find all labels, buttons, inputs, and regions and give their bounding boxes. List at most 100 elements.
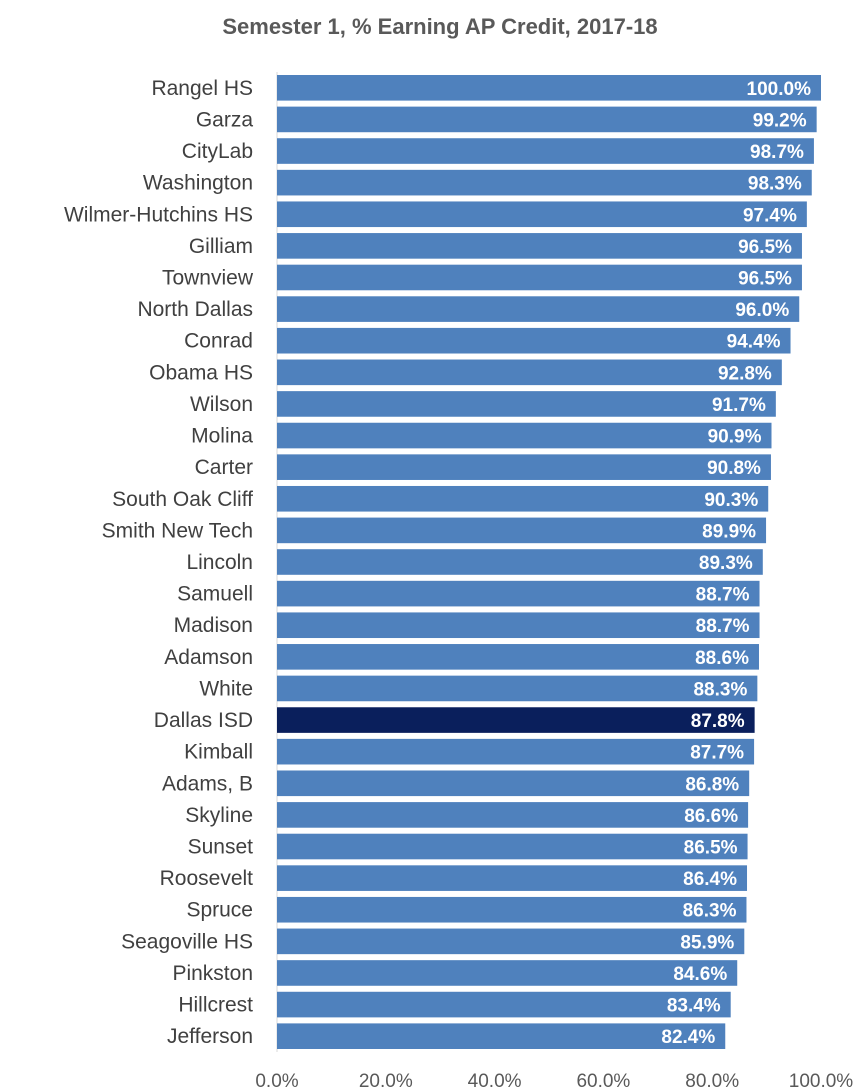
data-label: 98.3% — [748, 174, 802, 195]
bar — [277, 738, 755, 765]
category-label: Jefferson — [167, 1025, 253, 1048]
data-label: 82.4% — [661, 1027, 715, 1048]
data-label: 88.3% — [693, 679, 747, 700]
category-label: North Dallas — [137, 298, 253, 321]
category-label: Dallas ISD — [154, 709, 253, 732]
category-label: Washington — [143, 172, 253, 195]
category-label: Adams, B — [162, 772, 253, 795]
data-label: 88.7% — [696, 585, 750, 606]
x-tick-label: 40.0% — [468, 1071, 522, 1090]
category-label: Samuell — [177, 583, 253, 606]
category-label: Garza — [196, 108, 254, 131]
data-label: 86.4% — [683, 869, 737, 890]
category-label: Obama HS — [149, 361, 253, 384]
data-label: 89.9% — [702, 521, 756, 542]
bar — [277, 359, 782, 386]
bar — [277, 296, 800, 322]
bars-group — [277, 75, 821, 1049]
category-label: South Oak Cliff — [112, 488, 253, 511]
chart-title: Semester 1, % Earning AP Credit, 2017-18 — [222, 14, 657, 39]
category-labels-group: Rangel HS Garza CityLab Washington Wilmer-Hu… — [64, 77, 254, 1048]
category-label: Adamson — [164, 646, 253, 669]
category-label: Rangel HS — [151, 77, 253, 100]
x-tick-label: 0.0% — [255, 1071, 298, 1090]
category-label: Smith New Tech — [102, 519, 253, 542]
bar — [277, 106, 817, 133]
bar — [277, 1023, 726, 1049]
data-label: 85.9% — [680, 932, 734, 953]
data-label: 96.5% — [738, 237, 792, 258]
category-label: White — [199, 677, 253, 700]
data-label: 83.4% — [667, 996, 721, 1017]
bar — [277, 896, 747, 923]
category-label: Conrad — [184, 330, 253, 353]
x-axis-ticks-group: 0.0% 20.0% 40.0% 60.0% 80.0% 100.0% — [255, 1071, 853, 1090]
category-label: Kimball — [184, 741, 253, 764]
category-label: Madison — [174, 614, 253, 637]
bar — [277, 549, 763, 575]
bar — [277, 233, 802, 259]
bar — [277, 485, 769, 512]
bar — [277, 264, 802, 291]
category-label: Roosevelt — [160, 867, 254, 890]
data-label: 86.3% — [683, 901, 737, 922]
bar — [277, 644, 759, 670]
bar — [277, 580, 760, 607]
data-labels-group: 100.0% 99.2% 98.7% 98.3% 97.4% 96.5% 96.5% 96.0… — [661, 79, 811, 1048]
data-label: 96.0% — [735, 300, 789, 321]
bar — [277, 928, 745, 955]
data-label: 88.6% — [695, 648, 749, 669]
data-label: 89.3% — [699, 553, 753, 574]
category-label: Pinkston — [172, 962, 253, 985]
bar — [277, 707, 755, 733]
bar — [277, 802, 749, 828]
category-label: Wilson — [190, 393, 253, 416]
bar — [277, 675, 758, 702]
data-label: 86.8% — [685, 774, 739, 795]
bar — [277, 327, 791, 354]
data-label: 94.4% — [727, 332, 781, 353]
category-label: Carter — [195, 456, 253, 479]
category-label: Wilmer-Hutchins HS — [64, 203, 253, 226]
bar — [277, 865, 748, 891]
bar — [277, 770, 750, 797]
x-tick-label: 20.0% — [359, 1071, 413, 1090]
data-label: 86.5% — [684, 838, 738, 859]
data-label: 87.7% — [690, 743, 744, 764]
bar — [277, 454, 771, 480]
category-label: Lincoln — [186, 551, 253, 574]
data-label: 98.7% — [750, 142, 804, 163]
x-tick-label: 60.0% — [576, 1071, 630, 1090]
bar — [277, 960, 738, 986]
data-label: 91.7% — [712, 395, 766, 416]
bar — [277, 612, 760, 639]
category-label: Sunset — [188, 836, 254, 859]
data-label: 84.6% — [673, 964, 727, 985]
data-label: 100.0% — [747, 79, 812, 100]
data-label: 86.6% — [684, 806, 738, 827]
bar — [277, 75, 821, 101]
data-label: 87.8% — [691, 711, 745, 732]
bar — [277, 422, 772, 449]
data-label: 92.8% — [718, 363, 772, 384]
category-label: Townview — [162, 266, 254, 289]
category-label: Hillcrest — [178, 994, 253, 1017]
category-label: Seagoville HS — [121, 930, 253, 953]
x-tick-label: 80.0% — [685, 1071, 739, 1090]
bar — [277, 169, 812, 196]
category-label: Spruce — [186, 899, 253, 922]
data-label: 90.3% — [704, 490, 758, 511]
category-label: CityLab — [182, 140, 253, 163]
bar — [277, 833, 748, 860]
category-label: Gilliam — [189, 235, 253, 258]
data-label: 90.9% — [708, 427, 762, 448]
data-label: 99.2% — [753, 110, 807, 131]
data-label: 97.4% — [743, 205, 797, 226]
category-label: Skyline — [185, 804, 253, 827]
data-label: 96.5% — [738, 268, 792, 289]
x-tick-label: 100.0% — [789, 1071, 854, 1090]
bar — [277, 201, 807, 228]
bar — [277, 138, 814, 164]
